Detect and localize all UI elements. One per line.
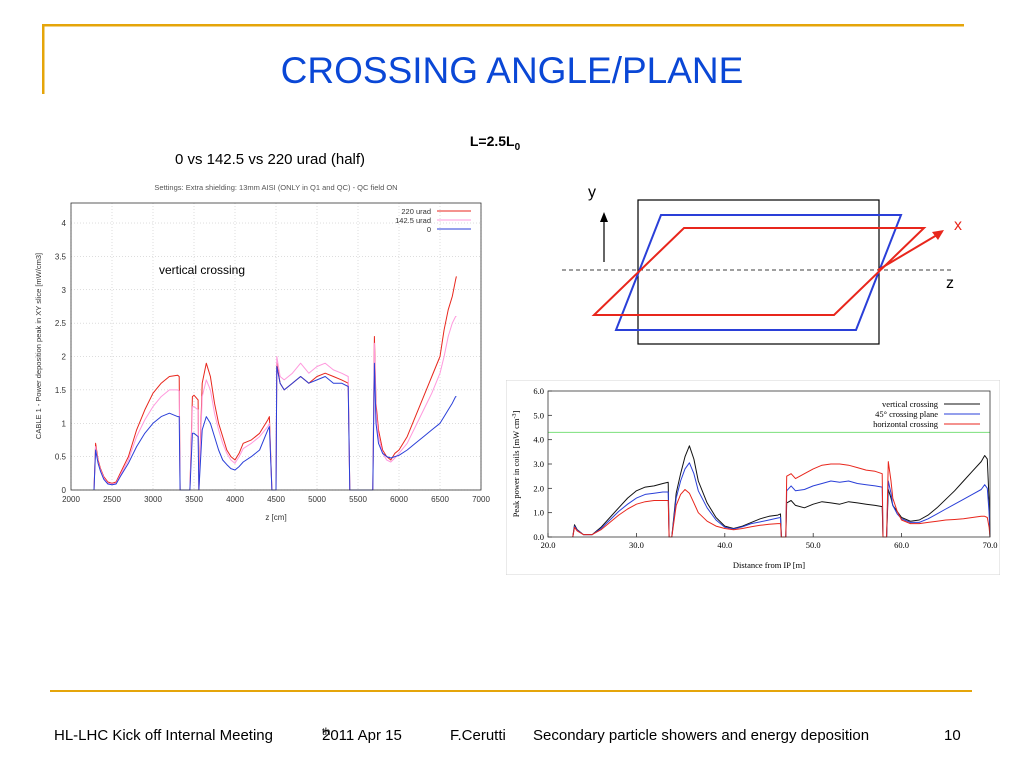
chart2-ticks: 20.0 30.0 40.0 50.0 60.0 70.0 0.0 1.0 2.0 3.0 4.0 5… bbox=[533, 386, 997, 550]
footer-divider bbox=[50, 690, 972, 692]
blue-crossing-plane bbox=[614, 214, 903, 331]
power-deposition-chart: Settings: Extra shielding: 13mm AISI (ON… bbox=[34, 183, 490, 522]
chart1-xtick-label: 7000 bbox=[472, 495, 490, 504]
chart1-legend-label: 220 urad bbox=[401, 207, 431, 216]
chart1-annotation: vertical crossing bbox=[159, 263, 245, 277]
chart1-legend-label: 0 bbox=[427, 225, 431, 234]
chart2-ylabel-end: ] bbox=[511, 411, 521, 414]
chart1-ytick-label: 0 bbox=[62, 486, 67, 495]
footer-meeting: HL-LHC Kick off Internal Meeting bbox=[54, 727, 273, 744]
y-arrow-head bbox=[600, 212, 608, 222]
chart1-xtick-label: 3500 bbox=[185, 495, 203, 504]
chart1-ytick-label: 3 bbox=[62, 286, 67, 295]
crossing-plane-diagram: y x z bbox=[562, 184, 962, 345]
z-axis-label: z bbox=[946, 275, 954, 292]
red-crossing-plane bbox=[591, 227, 927, 316]
chart2-xtick-label: 30.0 bbox=[629, 540, 644, 550]
chart2-xtick-label: 40.0 bbox=[717, 540, 732, 550]
chart1-ytick-label: 1.5 bbox=[55, 386, 67, 395]
chart2-ytick-label: 5.0 bbox=[533, 410, 544, 420]
chart1-legend-label: 142.5 urad bbox=[395, 216, 431, 225]
chart1-xtick-label: 3000 bbox=[144, 495, 162, 504]
footer-page-number: 10 bbox=[944, 727, 961, 744]
chart1-xtick-label: 4000 bbox=[226, 495, 244, 504]
x-axis-label: x bbox=[954, 217, 962, 234]
x-arrow-head bbox=[932, 230, 944, 240]
chart1-ytick-label: 1 bbox=[62, 419, 67, 428]
chart2-xtick-label: 20.0 bbox=[541, 540, 556, 550]
diagram-box bbox=[637, 199, 880, 345]
chart2-background bbox=[506, 380, 1000, 575]
chart2-xlabel: Distance from IP [m] bbox=[733, 560, 805, 570]
title-frame-decoration bbox=[42, 24, 964, 94]
footer-date-sup: th bbox=[322, 727, 331, 738]
x-axis-arrow bbox=[877, 231, 943, 271]
chart1-ticks: 2000 2500 3000 3500 4000 4500 5000 5500 6000 6500… bbox=[55, 219, 490, 504]
luminosity-factor-text: L=2.5L bbox=[469, 133, 515, 149]
chart2-ylabel-main: Peak power in coils [mW cm bbox=[511, 418, 521, 517]
chart1-ylabel: CABLE 1 - Power deposition peak in XY sl… bbox=[34, 253, 43, 439]
chart1-series-line bbox=[93, 362, 457, 491]
chart1-xlabel: z [cm] bbox=[265, 513, 286, 522]
chart1-ytick-label: 2.5 bbox=[55, 319, 67, 328]
chart1-xtick-label: 2500 bbox=[103, 495, 121, 504]
chart2-legend-label: 45° crossing plane bbox=[875, 409, 938, 419]
chart1-ytick-label: 3.5 bbox=[55, 252, 67, 261]
chart2-xtick-label: 60.0 bbox=[894, 540, 909, 550]
chart1-ytick-label: 4 bbox=[62, 219, 67, 228]
chart2-ylabel: Peak power in coils [mW cm-3] bbox=[511, 411, 521, 518]
chart1-xtick-label: 6500 bbox=[431, 495, 449, 504]
chart2-ylabel-sup: -3 bbox=[512, 414, 518, 419]
chart2-ytick-label: 4.0 bbox=[533, 435, 544, 445]
chart1-xtick-label: 2000 bbox=[62, 495, 80, 504]
chart1-ytick-label: 0.5 bbox=[55, 453, 67, 462]
y-axis-label: y bbox=[588, 184, 596, 201]
chart2-xtick-label: 70.0 bbox=[983, 540, 998, 550]
chart1-lines bbox=[93, 276, 457, 491]
chart1-title: Settings: Extra shielding: 13mm AISI (ON… bbox=[154, 183, 397, 192]
luminosity-factor-subscript: 0 bbox=[514, 141, 521, 153]
chart1-series-line bbox=[93, 276, 457, 491]
chart2-legend-label: horizontal crossing bbox=[873, 419, 939, 429]
chart1-frame bbox=[70, 202, 482, 491]
chart1-ytick-label: 2 bbox=[62, 353, 67, 362]
chart2-ytick-label: 0.0 bbox=[533, 532, 544, 542]
peak-power-coils-chart: 20.0 30.0 40.0 50.0 60.0 70.0 0.0 1.0 2.0 3.0 4.0 5… bbox=[506, 380, 1000, 575]
chart1-series-line bbox=[93, 316, 457, 491]
footer-topic: Secondary particle showers and energy de… bbox=[533, 727, 870, 744]
chart1-xtick-label: 6000 bbox=[390, 495, 408, 504]
chart1-xtick-label: 5500 bbox=[349, 495, 367, 504]
chart1-xtick-label: 5000 bbox=[308, 495, 326, 504]
footer-date-text: 2011 Apr 15 bbox=[322, 727, 402, 744]
slide-footer: HL-LHC Kick off Internal Meeting 2011 Ap… bbox=[54, 727, 974, 747]
chart2-ytick-label: 1.0 bbox=[533, 508, 544, 518]
chart2-ytick-label: 2.0 bbox=[533, 483, 544, 493]
luminosity-factor-label: L=2.5L0 bbox=[440, 133, 550, 153]
crossing-angles-label: 0 vs 142.5 vs 220 urad (half) bbox=[174, 151, 366, 168]
chart2-ytick-label: 6.0 bbox=[533, 386, 544, 396]
slide-title: CROSSING ANGLE/PLANE bbox=[280, 50, 744, 91]
chart1-xtick-label: 4500 bbox=[267, 495, 285, 504]
footer-author: F.Cerutti bbox=[450, 727, 506, 744]
chart2-xtick-label: 50.0 bbox=[806, 540, 821, 550]
chart2-ytick-label: 3.0 bbox=[533, 459, 544, 469]
chart2-legend-label: vertical crossing bbox=[882, 399, 939, 409]
